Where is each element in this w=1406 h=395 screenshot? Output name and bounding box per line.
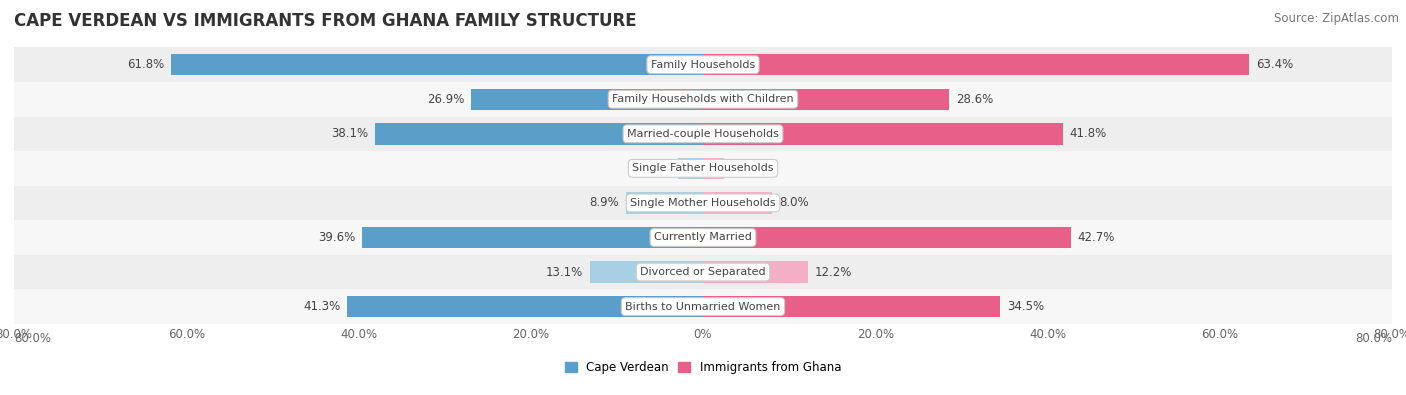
Bar — [703, 227, 1071, 248]
Bar — [14, 289, 1392, 324]
Text: Single Father Households: Single Father Households — [633, 164, 773, 173]
Bar — [703, 296, 1000, 317]
Bar — [14, 117, 1392, 151]
Text: 12.2%: 12.2% — [815, 265, 852, 278]
Bar — [170, 54, 703, 75]
Bar — [361, 227, 703, 248]
Legend: Cape Verdean, Immigrants from Ghana: Cape Verdean, Immigrants from Ghana — [560, 356, 846, 379]
Text: Births to Unmarried Women: Births to Unmarried Women — [626, 302, 780, 312]
Bar — [471, 88, 703, 110]
Text: 8.9%: 8.9% — [589, 196, 620, 209]
Text: 2.9%: 2.9% — [641, 162, 671, 175]
Bar — [347, 296, 703, 317]
Bar — [703, 261, 808, 283]
Text: 63.4%: 63.4% — [1256, 58, 1294, 71]
Bar — [14, 186, 1392, 220]
Text: 8.0%: 8.0% — [779, 196, 808, 209]
Text: 38.1%: 38.1% — [330, 127, 368, 140]
Text: Family Households: Family Households — [651, 60, 755, 70]
Text: Source: ZipAtlas.com: Source: ZipAtlas.com — [1274, 12, 1399, 25]
Text: 28.6%: 28.6% — [956, 93, 994, 106]
Text: Single Mother Households: Single Mother Households — [630, 198, 776, 208]
Text: Divorced or Separated: Divorced or Separated — [640, 267, 766, 277]
Text: 39.6%: 39.6% — [318, 231, 356, 244]
Bar — [703, 88, 949, 110]
Text: 61.8%: 61.8% — [127, 58, 165, 71]
Bar — [626, 192, 703, 214]
Text: 80.0%: 80.0% — [14, 331, 51, 344]
Bar — [591, 261, 703, 283]
Text: 2.4%: 2.4% — [731, 162, 761, 175]
Text: Family Households with Children: Family Households with Children — [612, 94, 794, 104]
Bar — [14, 47, 1392, 82]
Text: 26.9%: 26.9% — [427, 93, 464, 106]
Text: CAPE VERDEAN VS IMMIGRANTS FROM GHANA FAMILY STRUCTURE: CAPE VERDEAN VS IMMIGRANTS FROM GHANA FA… — [14, 12, 637, 30]
Text: 41.3%: 41.3% — [304, 300, 340, 313]
Bar — [14, 220, 1392, 255]
Text: 80.0%: 80.0% — [1355, 331, 1392, 344]
Bar — [14, 82, 1392, 117]
Text: 34.5%: 34.5% — [1007, 300, 1045, 313]
Bar — [678, 158, 703, 179]
Bar — [14, 255, 1392, 289]
Text: 41.8%: 41.8% — [1070, 127, 1107, 140]
Text: Currently Married: Currently Married — [654, 233, 752, 243]
Bar — [703, 123, 1063, 145]
Bar — [703, 54, 1249, 75]
Bar — [375, 123, 703, 145]
Text: Married-couple Households: Married-couple Households — [627, 129, 779, 139]
Text: 42.7%: 42.7% — [1077, 231, 1115, 244]
Bar — [703, 192, 772, 214]
Text: 13.1%: 13.1% — [546, 265, 583, 278]
Bar — [703, 158, 724, 179]
Bar — [14, 151, 1392, 186]
